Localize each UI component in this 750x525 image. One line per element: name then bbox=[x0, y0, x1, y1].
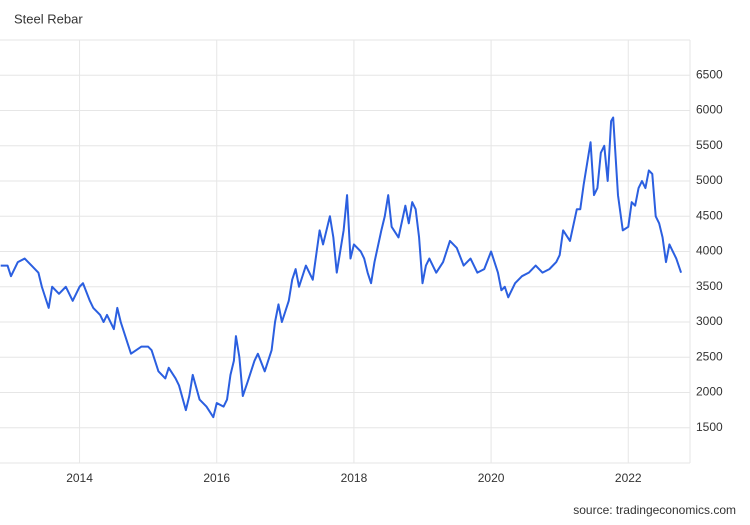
y-tick-label: 3000 bbox=[696, 314, 723, 328]
y-tick-label: 6500 bbox=[696, 67, 723, 81]
y-tick-label: 5000 bbox=[696, 173, 723, 187]
y-tick-label: 2000 bbox=[696, 385, 723, 399]
y-tick-label: 6000 bbox=[696, 103, 723, 117]
y-tick-label: 4500 bbox=[696, 208, 723, 222]
source: source: tradingeconomics.com bbox=[573, 503, 736, 517]
y-tick-label: 1500 bbox=[696, 420, 723, 434]
x-tick-label: 2022 bbox=[615, 471, 642, 485]
x-tick-label: 2018 bbox=[341, 471, 368, 485]
x-tick-label: 2016 bbox=[203, 471, 230, 485]
chart-title: Steel Rebar bbox=[14, 11, 83, 26]
y-tick-label: 5500 bbox=[696, 138, 723, 152]
y-tick-label: 3500 bbox=[696, 279, 723, 293]
y-tick-label: 2500 bbox=[696, 349, 723, 363]
x-tick-label: 2020 bbox=[478, 471, 505, 485]
x-tick-label: 2014 bbox=[66, 471, 93, 485]
price-line bbox=[0, 116, 683, 419]
y-tick-label: 4000 bbox=[696, 244, 723, 258]
